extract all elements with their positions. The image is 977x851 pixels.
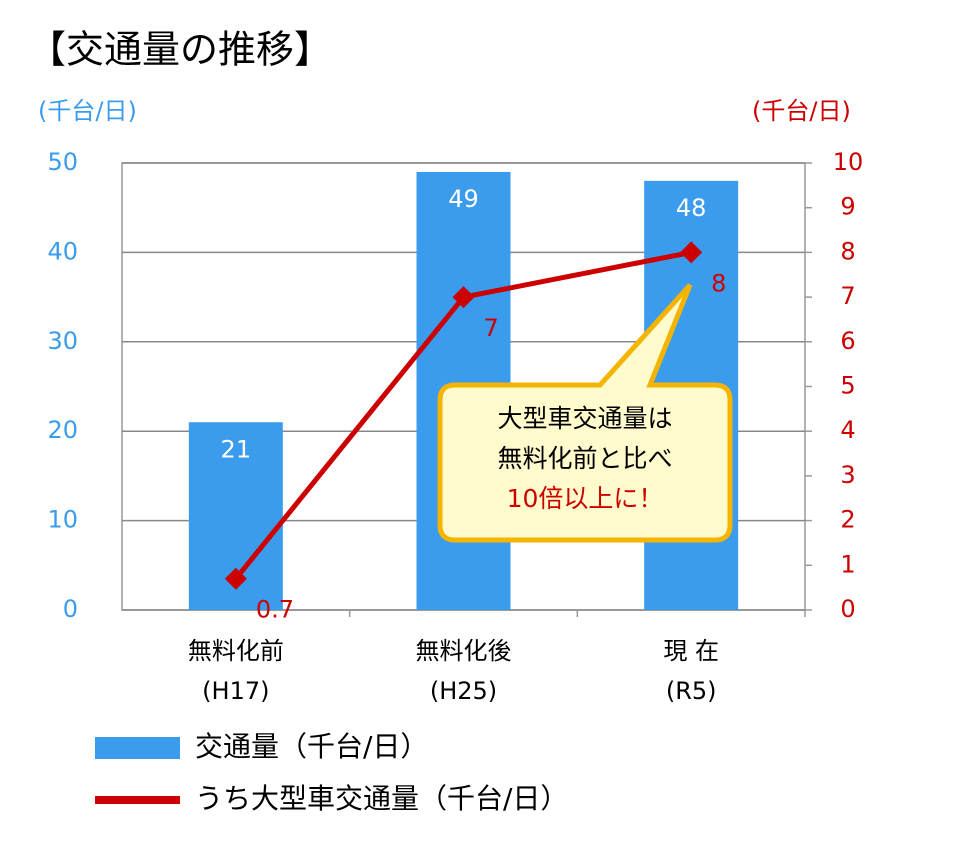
y-tick-label: 0 [63, 595, 78, 623]
callout-text: 大型車交通量は [497, 404, 672, 433]
x-tick-label: (H17) [202, 677, 269, 705]
y2-tick-label: 8 [840, 237, 855, 265]
y-tick-label: 10 [47, 506, 78, 534]
y-tick-label: 30 [47, 327, 78, 355]
y2-tick-label: 4 [840, 416, 855, 444]
x-tick-label: 現 在 [663, 637, 719, 665]
callout-box [437, 283, 733, 543]
legend-label: うち大型車交通量（千台/日） [195, 782, 568, 815]
y2-tick-label: 1 [840, 550, 855, 578]
callout: 大型車交通量は 無料化前と比べ 10倍以上に！ [437, 283, 733, 543]
y2-tick-label: 2 [840, 506, 855, 534]
legend-label: 交通量（千台/日） [195, 730, 428, 763]
x-tick-label: 無料化後 [416, 637, 512, 665]
line-marker [680, 241, 703, 264]
x-tick-label: 無料化前 [188, 637, 284, 665]
line-marker [224, 567, 247, 590]
x-tick-label: (H25) [430, 677, 497, 705]
y2-tick-label: 5 [840, 372, 855, 400]
callout-text: 無料化前と比べ [497, 444, 672, 473]
y2-tick-label: 3 [840, 461, 855, 489]
y2-tick-label: 9 [840, 193, 855, 221]
x-tick-label: (R5) [666, 677, 717, 705]
y2-tick-label: 10 [833, 148, 864, 176]
y2-tick-label: 7 [840, 282, 855, 310]
y-tick-label: 40 [47, 237, 78, 265]
line-value-label: 0.7 [256, 596, 294, 624]
bar-value-label: 48 [676, 194, 707, 222]
bar-value-label: 49 [448, 185, 479, 213]
callout-text: 10倍以上に！ [507, 484, 664, 513]
y2-axis-label: (千台/日) [752, 97, 851, 125]
y-axis-label: (千台/日) [38, 97, 137, 125]
line-value-label: 8 [711, 269, 726, 297]
y-tick-label: 50 [47, 148, 78, 176]
line-value-label: 7 [484, 314, 499, 342]
legend-swatch [95, 737, 180, 759]
line-marker [452, 286, 475, 309]
y2-tick-label: 0 [840, 595, 855, 623]
chart-title: 【交通量の推移】 [28, 28, 332, 72]
y-tick-label: 20 [47, 416, 78, 444]
y2-tick-label: 6 [840, 327, 855, 355]
bar-value-label: 21 [221, 435, 252, 463]
